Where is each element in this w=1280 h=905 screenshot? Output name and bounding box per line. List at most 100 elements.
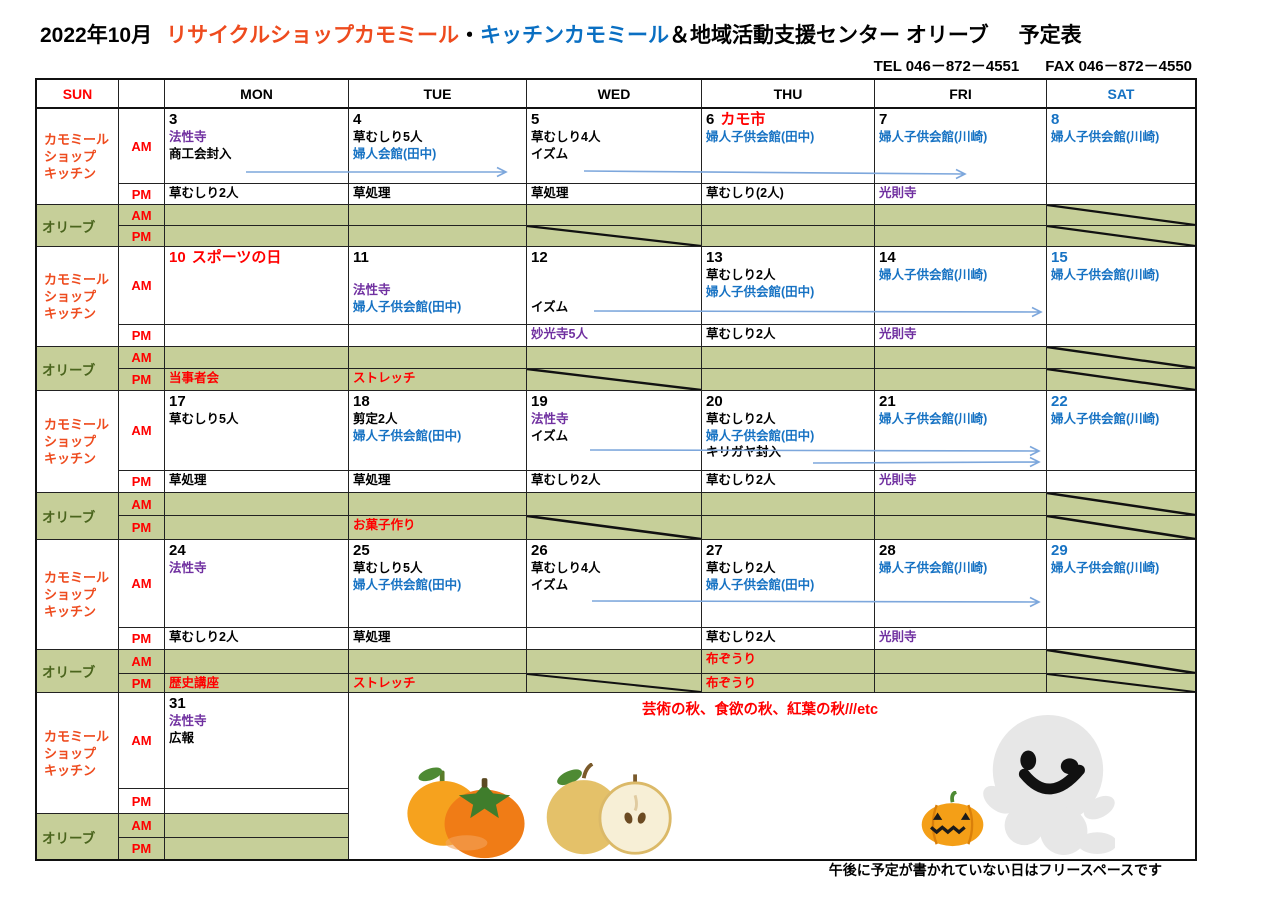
persimmon-illustration (407, 767, 525, 859)
olive-cell-oct31-pm (165, 838, 349, 859)
closed-diagonal-line (527, 369, 701, 390)
closed-diagonal-line (527, 516, 701, 539)
day-cell-oct27-pm: 草むしり2人 (702, 628, 875, 650)
holiday-sports-day: スポーツの日 (191, 249, 282, 266)
olive-cell-oct19-am (527, 493, 702, 516)
day-cell-oct28-am: 28 婦人子供会館(川崎) (875, 540, 1047, 628)
olive-cell-oct17-am (165, 493, 349, 516)
day-header-sun: SUN (37, 80, 119, 109)
row-label-chamomile-shop-kitchen: カモミール ショップ キッチン (37, 391, 119, 493)
day-cell-oct8-pm (1047, 184, 1195, 205)
day-cell-oct24-am: 24 法性寺 (165, 540, 349, 628)
olive-cell-oct8-am-closed (1047, 205, 1195, 226)
day-cell-oct15-am: 15 婦人子供会館(川崎) (1047, 247, 1195, 325)
am-label: AM (119, 205, 165, 226)
am-label: AM (119, 391, 165, 471)
row-label-olive: オリーブ (37, 650, 119, 693)
title-dot: ・ (459, 24, 481, 47)
olive-cell-oct24-am (165, 650, 349, 674)
day-cell-oct25-am: 25 草むしり5人 婦人子供会館(田中) (349, 540, 527, 628)
day-cell-oct19-am: 19 法性寺 イズム (527, 391, 702, 471)
day-cell-oct10-pm (165, 325, 349, 347)
olive-cell-oct10-am (165, 347, 349, 369)
olive-cell-oct15-am-closed (1047, 347, 1195, 369)
closed-diagonal-line (1047, 650, 1195, 673)
closed-diagonal-line (527, 674, 701, 692)
day-cell-oct31-am: 31 法性寺 広報 (165, 693, 349, 789)
olive-cell-oct3-pm (165, 226, 349, 247)
am-label: AM (119, 693, 165, 789)
day-cell-oct5-pm: 草処理 (527, 184, 702, 205)
day-header-mon: MON (165, 80, 349, 109)
day-cell-oct18-am: 18 剪定2人 婦人子供会館(田中) (349, 391, 527, 471)
row-label-olive: オリーブ (37, 205, 119, 247)
closed-diagonal-line (527, 226, 701, 246)
olive-cell-oct18-am (349, 493, 527, 516)
olive-cell-oct11-pm: ストレッチ (349, 369, 527, 391)
day-cell-oct3-am: 3 法性寺 商工会封入 (165, 109, 349, 184)
olive-cell-oct29-am-closed (1047, 650, 1195, 674)
closed-diagonal-line (1047, 226, 1195, 246)
olive-cell-oct28-pm (875, 674, 1047, 693)
day-cell-oct20-am: 20 草むしり2人 婦人子供会館(田中) キリガヤ封入 (702, 391, 875, 471)
day-cell-oct5-am: 5 草むしり4人 イズム (527, 109, 702, 184)
am-label: AM (119, 814, 165, 838)
row-label-chamomile-shop-kitchen: カモミール ショップ キッチン (37, 693, 119, 814)
am-label: AM (119, 540, 165, 628)
day-cell-oct3-pm: 草むしり2人 (165, 184, 349, 205)
pm-label: PM (119, 628, 165, 650)
day-cell-oct31-pm (165, 789, 349, 814)
row-label-chamomile-shop-kitchen: カモミール ショップ キッチン (37, 247, 119, 347)
day-cell-oct14-am: 14 婦人子供会館(川崎) (875, 247, 1047, 325)
day-cell-oct8-am: 8 婦人子供会館(川崎) (1047, 109, 1195, 184)
day-cell-oct7-am: 7 婦人子供会館(川崎) (875, 109, 1047, 184)
am-label: AM (119, 347, 165, 369)
olive-cell-oct27-pm: 布ぞうり (702, 674, 875, 693)
pm-label: PM (119, 471, 165, 493)
pm-label: PM (119, 184, 165, 205)
olive-cell-oct11-am (349, 347, 527, 369)
day-cell-oct6-pm: 草むしり(2人) (702, 184, 875, 205)
tel-number: TEL 046－872－4551 (873, 58, 1020, 75)
day-cell-oct27-am: 27 草むしり2人 婦人子供会館(田中) (702, 540, 875, 628)
pm-label: PM (119, 674, 165, 693)
olive-cell-oct10-pm: 当事者会 (165, 369, 349, 391)
day-cell-oct24-pm: 草むしり2人 (165, 628, 349, 650)
day-cell-oct18-pm: 草処理 (349, 471, 527, 493)
olive-cell-oct17-pm (165, 516, 349, 540)
olive-cell-oct26-am (527, 650, 702, 674)
autumn-decoration-cell: 芸術の秋、食欲の秋、紅葉の秋///etc (349, 693, 1195, 859)
olive-cell-oct6-pm (702, 226, 875, 247)
closed-diagonal-line (1047, 516, 1195, 539)
day-cell-oct21-pm: 光則寺 (875, 471, 1047, 493)
day-header-fri: FRI (875, 80, 1047, 109)
olive-cell-oct20-am (702, 493, 875, 516)
day-cell-oct29-pm (1047, 628, 1195, 650)
day-cell-oct11-pm (349, 325, 527, 347)
olive-cell-oct20-pm (702, 516, 875, 540)
pm-label: PM (119, 789, 165, 814)
day-cell-oct7-pm: 光則寺 (875, 184, 1047, 205)
olive-cell-oct7-pm (875, 226, 1047, 247)
olive-cell-oct21-pm (875, 516, 1047, 540)
row-label-chamomile-shop-kitchen: カモミール ショップ キッチン (37, 540, 119, 650)
olive-cell-oct28-am (875, 650, 1047, 674)
title-month: 2022年10月 (40, 24, 153, 47)
jack-o-lantern-pumpkin-illustration (921, 791, 984, 847)
day-cell-oct25-pm: 草処理 (349, 628, 527, 650)
footer-note: 午後に予定が書かれていない日はフリースペースです (828, 862, 1162, 878)
day-cell-oct26-am: 26 草むしり4人 イズム (527, 540, 702, 628)
closed-diagonal-line (1047, 369, 1195, 390)
day-cell-oct20-pm: 草むしり2人 (702, 471, 875, 493)
day-cell-oct22-am: 22 婦人子供会館(川崎) (1047, 391, 1195, 471)
olive-cell-oct13-am (702, 347, 875, 369)
am-label: AM (119, 109, 165, 184)
olive-cell-oct21-am (875, 493, 1047, 516)
day-header-tue: TUE (349, 80, 527, 109)
pm-label: PM (119, 369, 165, 391)
row-label-olive: オリーブ (37, 814, 119, 859)
day-cell-oct6-am: 6 カモ市 婦人子供会館(田中) (702, 109, 875, 184)
contact-info: TEL 046－872－4551 FAX 046－872－4550 (874, 55, 1192, 76)
pm-label: PM (119, 838, 165, 859)
day-cell-oct17-pm: 草処理 (165, 471, 349, 493)
